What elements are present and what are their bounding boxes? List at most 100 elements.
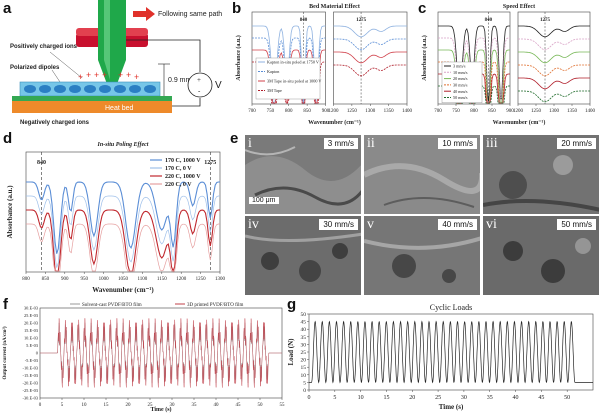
plus-ion-5: + — [118, 70, 123, 80]
x-tick-label: 20 — [126, 403, 132, 408]
sem-tile-6: vi 50 mm/s — [482, 215, 600, 296]
leader-line-ions — [49, 51, 83, 79]
voltage-plus: + — [197, 76, 201, 84]
sem-tile-speed: 10 mm/s — [438, 138, 477, 149]
x-tick-label: 1350 — [567, 109, 578, 114]
print-nozzle-shade — [104, 0, 110, 80]
dipole-6 — [99, 85, 111, 93]
y-tick-label: 5 — [303, 380, 306, 386]
x-tick-label: 5 — [61, 403, 64, 408]
dipole-1 — [24, 85, 36, 93]
plus-ion-4: + — [102, 70, 107, 80]
legend-entry: 220 C, 0 V — [165, 182, 192, 188]
x-tick-label: 25 — [435, 395, 441, 401]
chart-insitu-poling: In-situ Poling Effect 800 850 900 950 1000 105… — [6, 142, 226, 294]
dipole-2 — [39, 85, 51, 93]
y-tick-label: 20 — [301, 358, 307, 364]
plus-ion-6: + — [126, 70, 131, 80]
x-tick-label: 50 — [564, 395, 570, 401]
callout-negative-ions: Negatively charged ions — [20, 120, 90, 126]
voltage-source — [187, 72, 213, 98]
series-line — [309, 320, 593, 384]
x-tick-label: 20 — [409, 395, 415, 401]
x-tick-label: 1000 — [99, 277, 110, 282]
series-line — [518, 64, 590, 77]
x-tick-label: 0 — [308, 395, 311, 401]
y-tick-label: -5.E-03 — [25, 358, 39, 363]
x-tick-label: 1300 — [549, 109, 560, 114]
x-tick-label: 30 — [461, 395, 467, 401]
x-tick-label: 10 — [82, 403, 88, 408]
x-axis-label: Wavenumber (cm⁻¹) — [308, 119, 361, 126]
y-tick-label: -15.E-03 — [23, 373, 39, 378]
voltage-label: V — [215, 80, 222, 91]
legend-entry: 50 mm/s — [453, 95, 468, 100]
legend-entry: 170 C, 1000 V — [165, 158, 201, 164]
sem-tile-5: v 40 mm/s — [363, 215, 481, 296]
y-tick-label: 15.E-03 — [24, 328, 39, 333]
series-line — [518, 77, 590, 90]
y-tick-label: 50 — [301, 312, 307, 318]
x-tick-label: 1050 — [118, 277, 129, 282]
x-tick-label: 50 — [258, 403, 264, 408]
sem-tile-speed: 40 mm/s — [438, 219, 477, 230]
sem-tile-numeral: v — [367, 217, 374, 232]
x-axis-label: Time (s) — [439, 403, 464, 411]
dipole-9 — [144, 85, 156, 93]
y-tick-label: 15 — [301, 365, 307, 371]
series-line — [333, 64, 407, 77]
x-tick-label: 1250 — [531, 109, 542, 114]
x-tick-label: 1200 — [513, 109, 524, 114]
y-tick-label: 0 — [36, 351, 39, 356]
dipole-7 — [114, 85, 126, 93]
x-tick-label: 700 — [434, 109, 442, 114]
chart-speed-effect: Speed Effect 700 750 800 850 900 840 1200 1250 13… — [421, 4, 596, 126]
legend-box — [255, 57, 321, 100]
series-line — [518, 25, 590, 38]
y-tick-label: 30.E-03 — [24, 306, 39, 311]
x-tick-label: 750 — [452, 109, 460, 114]
chart-title: Bed Material Effect — [309, 4, 360, 10]
marker-label: 840 — [300, 18, 308, 23]
legend-entry: 20 mm/s — [453, 76, 468, 81]
series-line — [26, 223, 220, 272]
legend-entry: Kapton in-situ poled at 1750 V — [267, 60, 319, 65]
sem-tile-numeral: ii — [367, 136, 375, 151]
legend-entry: Kapton — [267, 69, 280, 74]
dipole-3 — [54, 85, 66, 93]
x-tick-label: 55 — [280, 403, 286, 408]
y-tick-label: -10.E-03 — [23, 366, 39, 371]
y-tick-label: 10.E-03 — [24, 336, 39, 341]
plus-ion-3: + — [94, 70, 99, 80]
panel-label-b: b — [232, 0, 242, 17]
x-tick-label: 800 — [285, 109, 293, 114]
x-tick-label: 850 — [42, 277, 50, 282]
x-tick-label: 1100 — [137, 277, 147, 282]
y-tick-label: -30.E-03 — [23, 396, 39, 401]
x-tick-label: 1400 — [585, 109, 596, 114]
sem-tile-numeral: iii — [486, 136, 498, 151]
y-tick-label: 10 — [301, 373, 307, 379]
dipole-4 — [69, 85, 81, 93]
dipole-8 — [129, 85, 141, 93]
x-tick-label: 900 — [322, 109, 330, 114]
panel-a-schematic: Following same path Positively charged i… — [10, 0, 222, 126]
y-tick-label: 25.E-03 — [24, 313, 39, 318]
x-tick-label: 1300 — [365, 109, 376, 114]
y-axis-label: Output current (nA/cm²) — [2, 326, 8, 379]
sem-grid: i 3 mm/s 100 μm ii 10 mm/s iii 20 mm/s i… — [230, 134, 600, 296]
chart-output-current: 0 5 10 15 20 25 30 35 40 45 50 55 30.E-03 25.E-03 20.E… — [2, 303, 286, 413]
x-tick-label: 850 — [488, 109, 496, 114]
y-tick-label: 20.E-03 — [24, 321, 39, 326]
marker-label: 840 — [37, 160, 46, 166]
legend-entry: 3M Tape — [267, 88, 282, 93]
legend-entry: 3M Tape in-situ poled at 1000 V — [267, 79, 321, 84]
series-line — [26, 195, 220, 268]
x-tick-label: 45 — [538, 395, 544, 401]
voltage-minus: - — [198, 87, 201, 95]
series-line — [40, 318, 282, 388]
ground-plate — [12, 96, 172, 101]
series-line — [26, 181, 220, 254]
plot-frame — [25, 151, 221, 273]
x-tick-label: 800 — [470, 109, 478, 114]
